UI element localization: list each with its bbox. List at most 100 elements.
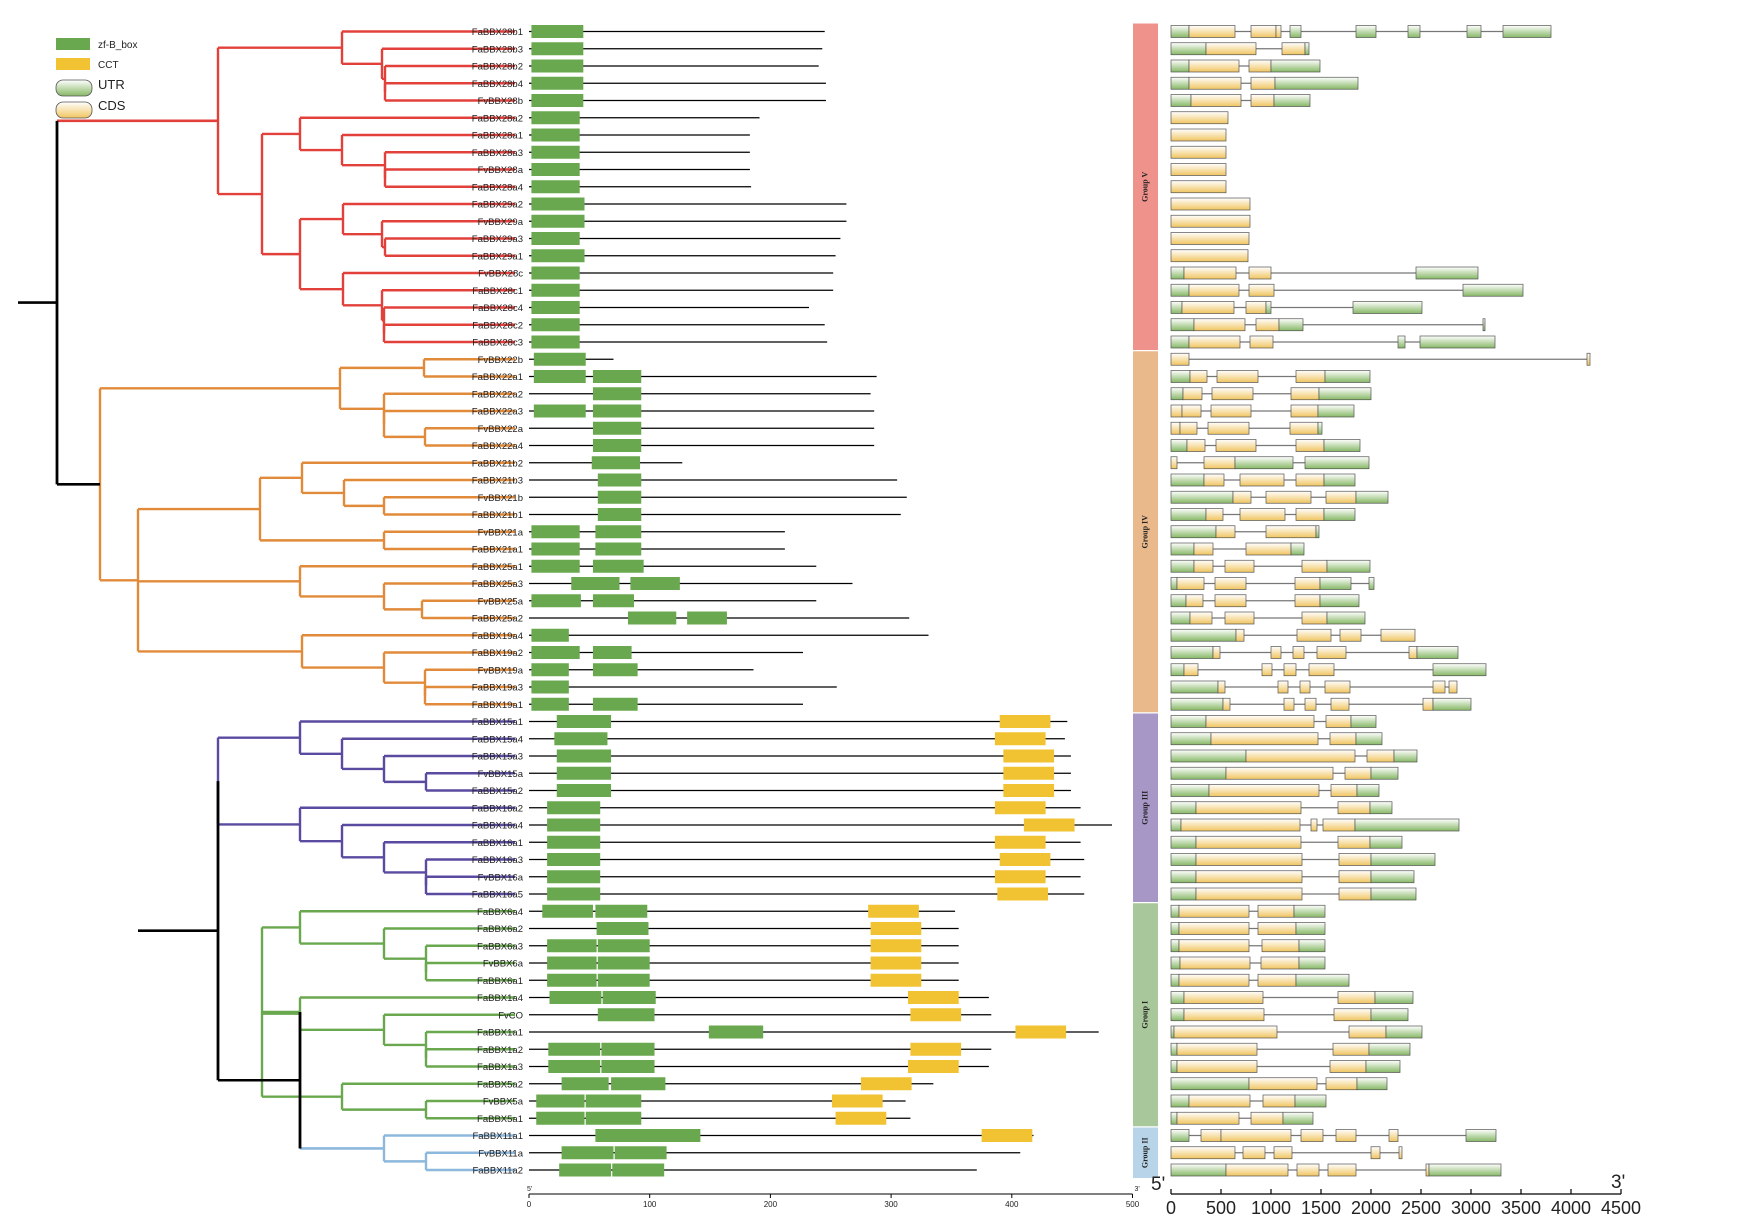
cds-segment <box>1205 42 1257 56</box>
zf-b-box-domain <box>592 387 642 401</box>
zf-b-box-domain <box>561 1077 609 1091</box>
utr-segment <box>1170 42 1207 56</box>
zf-b-box-domain <box>531 111 580 125</box>
gene-label: FvBBX22a <box>478 424 524 435</box>
gene-label: FaBBX1a3 <box>477 1062 523 1073</box>
utr-segment <box>1170 525 1217 539</box>
cct-domain <box>997 887 1049 901</box>
zf-b-box-domain <box>687 611 727 625</box>
zf-b-box-domain <box>597 473 642 487</box>
cds-segment <box>1193 542 1214 556</box>
cds-segment <box>1301 559 1328 573</box>
gene-label: FaBBX22a2 <box>472 389 523 400</box>
zf-b-box-domain <box>531 214 585 228</box>
gene-label: FaBBX22a4 <box>472 441 523 452</box>
cds-segment <box>1195 853 1303 866</box>
cds-segment <box>1262 1094 1296 1108</box>
zf-b-box-domain <box>531 680 569 694</box>
cds-segment <box>1257 904 1295 918</box>
cds-segment <box>1275 25 1282 38</box>
utr-segment <box>1294 1094 1327 1108</box>
group-label: Group V <box>1140 171 1149 201</box>
zf-b-box-domain <box>592 663 638 677</box>
utr-segment <box>1170 663 1185 677</box>
utr-segment <box>1385 1025 1423 1039</box>
cds-segment <box>1181 404 1202 418</box>
cds-segment <box>1185 594 1204 608</box>
utr-segment <box>1170 301 1183 314</box>
gene-label: FaBBX16a4 <box>472 821 523 832</box>
gene-label: FaBBX19a2 <box>472 648 523 659</box>
utr-segment <box>1323 508 1356 521</box>
cds-segment <box>1170 352 1190 366</box>
gene-axis-tick-label: 1000 <box>1251 1198 1291 1218</box>
legend-cds-swatch <box>55 101 93 119</box>
cds-segment <box>1210 732 1319 746</box>
cds-segment <box>1200 1129 1222 1142</box>
cds-segment <box>1261 663 1273 677</box>
cds-segment <box>1195 887 1303 901</box>
utr-segment <box>1170 387 1184 401</box>
utr-segment <box>1170 59 1190 73</box>
group-label: Group IV <box>1140 515 1149 549</box>
cct-domain <box>981 1129 1033 1142</box>
utr-segment <box>1170 1025 1175 1039</box>
utr-segment <box>1326 559 1371 573</box>
gene-label: FvBBX25a <box>478 596 524 607</box>
utr-segment <box>1170 1077 1250 1091</box>
utr-segment <box>1270 59 1321 73</box>
utr-segment <box>1170 922 1180 935</box>
cds-segment <box>1339 628 1362 642</box>
cct-domain <box>994 732 1046 746</box>
cds-segment <box>1245 301 1267 314</box>
gene-axis-tick-label: 2000 <box>1351 1198 1391 1218</box>
zf-b-box-domain <box>592 559 644 573</box>
utr-segment <box>1170 439 1188 452</box>
zf-b-box-domain <box>548 1042 601 1056</box>
utr-segment <box>1170 835 1197 849</box>
zf-b-box-domain <box>531 197 585 211</box>
cds-segment <box>1250 1111 1284 1125</box>
cds-segment <box>1398 1146 1403 1160</box>
cds-segment <box>1170 180 1227 194</box>
group-bar <box>1133 1127 1158 1178</box>
gene-label: FaBBX25a1 <box>472 562 523 573</box>
legend-cct-label: CCT <box>98 60 119 71</box>
cds-segment <box>1245 542 1292 556</box>
cds-segment <box>1265 490 1312 504</box>
utr-segment <box>1432 663 1487 677</box>
gene-label: FaBBX19a3 <box>472 683 523 694</box>
utr-segment <box>1170 283 1190 297</box>
cds-segment <box>1232 490 1252 504</box>
cds-segment <box>1337 835 1371 849</box>
gene-label: FaBBX19a4 <box>472 631 523 642</box>
zf-b-box-domain <box>630 577 680 590</box>
zf-b-box-domain <box>612 1163 665 1177</box>
cds-segment <box>1195 801 1302 815</box>
utr-segment <box>1355 490 1389 504</box>
cds-segment <box>1308 663 1335 677</box>
legend: zf-B_box CCT UTR CDS <box>55 38 137 119</box>
utr-segment <box>1290 542 1305 556</box>
cds-segment <box>1216 370 1259 383</box>
gene-label: FvBBX22b <box>478 355 523 366</box>
gene-label: FaBBX28a1 <box>472 131 523 142</box>
utr-segment <box>1319 594 1360 608</box>
cds-segment <box>1176 1060 1258 1073</box>
cds-segment <box>1170 404 1183 418</box>
gene-label: FaBBX11a1 <box>472 1131 523 1142</box>
zf-b-box-domain <box>571 577 620 590</box>
utr-segment <box>1462 283 1524 297</box>
gene-label: FaBBX15a2 <box>472 786 523 797</box>
gene-label: FaBBX28c4 <box>472 303 523 314</box>
gene-label: FaBBX28b2 <box>472 62 523 73</box>
cds-segment <box>1422 697 1434 711</box>
gene-label: FaBBX16a5 <box>472 890 523 901</box>
cds-segment <box>1176 577 1205 590</box>
utr-segment <box>1170 973 1180 987</box>
gene-label: FaBBX16a1 <box>472 838 523 849</box>
gene-label: FvCO <box>498 1010 523 1021</box>
group-label: Group II <box>1140 1137 1149 1168</box>
gene-label: FaBBX28b1 <box>472 27 523 38</box>
utr-segment <box>1352 301 1423 314</box>
